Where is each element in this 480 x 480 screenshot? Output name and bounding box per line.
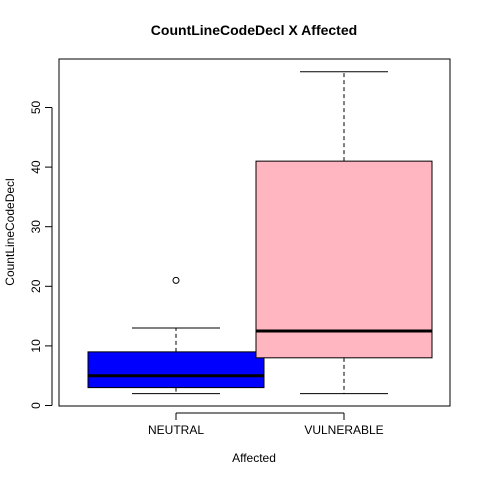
iqr-box [255,160,433,359]
iqr-box [87,351,265,389]
y-tick-label: 20 [29,279,43,293]
y-tick-label: 50 [29,101,43,115]
x-axis: NEUTRAL VULNERABLE [148,412,384,437]
y-tick-label: 40 [29,160,43,174]
plot-frame [58,58,451,407]
y-tick-label: 10 [29,339,43,353]
box-vulnerable [255,71,433,395]
y-axis: 0 10 20 30 40 50 [29,101,53,409]
box-neutral [87,276,265,395]
boxes [87,71,433,395]
x-axis-label: Affected [232,451,276,465]
chart-title: CountLineCodeDecl X Affected [151,22,357,38]
x-tick-label: NEUTRAL [148,423,204,437]
y-tick-label: 0 [29,402,43,409]
x-tick-label: VULNERABLE [304,423,383,437]
outlier-point [172,276,180,284]
y-axis-label: CountLineCodeDecl [3,178,17,285]
y-tick-label: 30 [29,220,43,234]
